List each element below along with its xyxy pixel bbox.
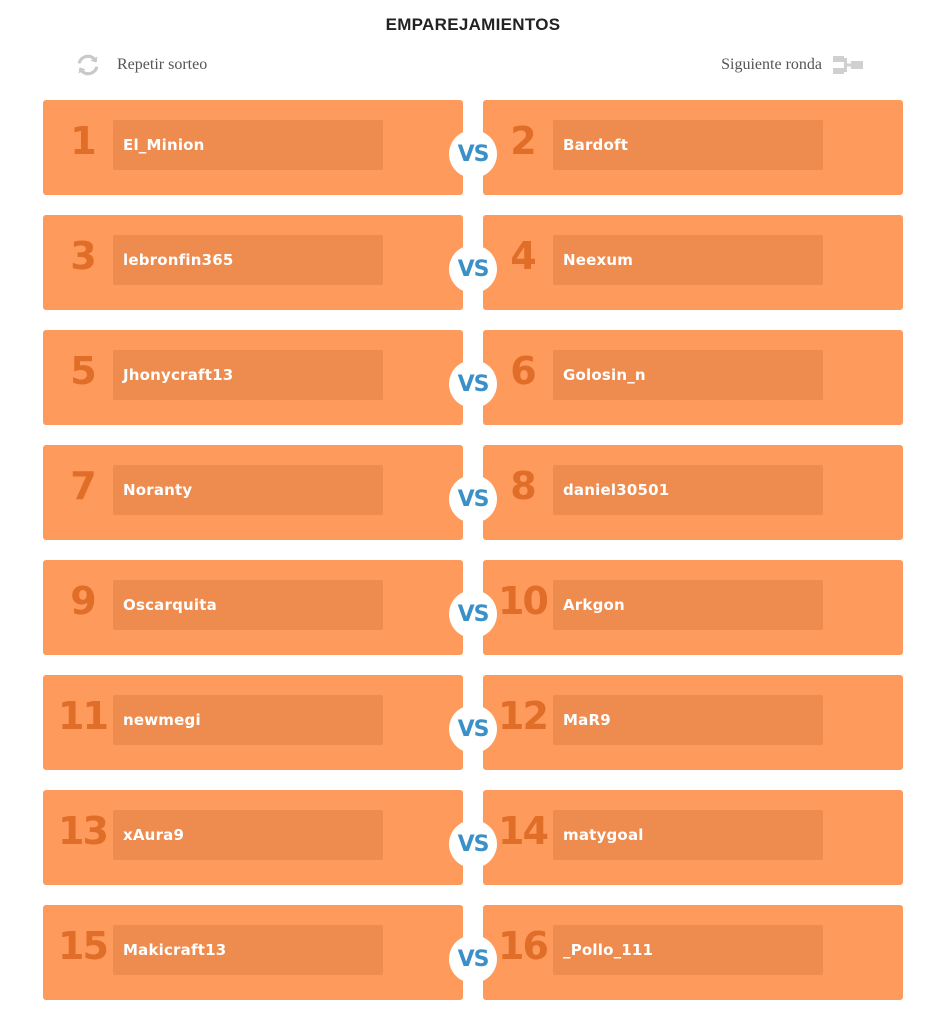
player-slot[interactable]: 14 matygoal [483,790,903,885]
player-slot[interactable]: 5 Jhonycraft13 [43,330,463,425]
seed-number: 13 [58,809,109,853]
player-name: Bardoft [553,120,823,170]
vs-badge: VS [449,475,497,523]
player-slot[interactable]: 15 Makicraft13 [43,905,463,1000]
seed-number: 6 [510,349,536,393]
player-name: daniel30501 [553,465,823,515]
match-row: 13 xAura9 14 matygoal VS [43,790,903,885]
player-slot[interactable]: 8 daniel30501 [483,445,903,540]
seed-number: 8 [510,464,536,508]
seed-number: 5 [70,349,96,393]
match-list: 1 El_Minion 2 Bardoft VS 3 lebronfin365 … [43,100,903,1020]
player-name: Golosin_n [553,350,823,400]
player-slot[interactable]: 12 MaR9 [483,675,903,770]
player-slot[interactable]: 4 Neexum [483,215,903,310]
player-name: Oscarquita [113,580,383,630]
player-name: newmegi [113,695,383,745]
vs-badge: VS [449,590,497,638]
vs-badge: VS [449,705,497,753]
player-name: lebronfin365 [113,235,383,285]
vs-badge: VS [449,130,497,178]
seed-number: 12 [498,694,549,738]
vs-badge: VS [449,245,497,293]
seed-number: 15 [58,924,109,968]
match-row: 9 Oscarquita 10 Arkgon VS [43,560,903,655]
player-name: Noranty [113,465,383,515]
seed-number: 16 [498,924,549,968]
player-name: matygoal [553,810,823,860]
match-row: 7 Noranty 8 daniel30501 VS [43,445,903,540]
next-round-button[interactable]: Siguiente ronda [721,51,864,79]
player-slot[interactable]: 2 Bardoft [483,100,903,195]
player-slot[interactable]: 11 newmegi [43,675,463,770]
seed-number: 7 [70,464,96,508]
refresh-icon [77,54,99,76]
seed-number: 2 [510,119,536,163]
player-name: Neexum [553,235,823,285]
match-row: 15 Makicraft13 16 _Pollo_111 VS [43,905,903,1000]
player-name: Jhonycraft13 [113,350,383,400]
player-slot[interactable]: 9 Oscarquita [43,560,463,655]
match-row: 1 El_Minion 2 Bardoft VS [43,100,903,195]
player-slot[interactable]: 13 xAura9 [43,790,463,885]
seed-number: 11 [58,694,109,738]
seed-number: 1 [70,119,96,163]
redraw-label: Repetir sorteo [117,56,208,73]
redraw-button[interactable]: Repetir sorteo [75,51,207,79]
page-title: EMPAREJAMIENTOS [385,15,561,34]
player-name: Arkgon [553,580,823,630]
player-name: MaR9 [553,695,823,745]
player-slot[interactable]: 10 Arkgon [483,560,903,655]
player-slot[interactable]: 6 Golosin_n [483,330,903,425]
vs-badge: VS [449,820,497,868]
seed-number: 10 [498,579,549,623]
player-slot[interactable]: 1 El_Minion [43,100,463,195]
seed-number: 14 [498,809,549,853]
player-name: El_Minion [113,120,383,170]
bracket-icon [833,56,863,74]
vs-badge: VS [449,935,497,983]
player-slot[interactable]: 3 lebronfin365 [43,215,463,310]
player-slot[interactable]: 7 Noranty [43,445,463,540]
player-name: xAura9 [113,810,383,860]
match-row: 11 newmegi 12 MaR9 VS [43,675,903,770]
player-slot[interactable]: 16 _Pollo_111 [483,905,903,1000]
player-name: Makicraft13 [113,925,383,975]
seed-number: 9 [70,579,96,623]
seed-number: 4 [510,234,536,278]
match-row: 3 lebronfin365 4 Neexum VS [43,215,903,310]
next-round-label: Siguiente ronda [721,56,822,73]
match-row: 5 Jhonycraft13 6 Golosin_n VS [43,330,903,425]
player-name: _Pollo_111 [553,925,823,975]
seed-number: 3 [70,234,96,278]
vs-badge: VS [449,360,497,408]
